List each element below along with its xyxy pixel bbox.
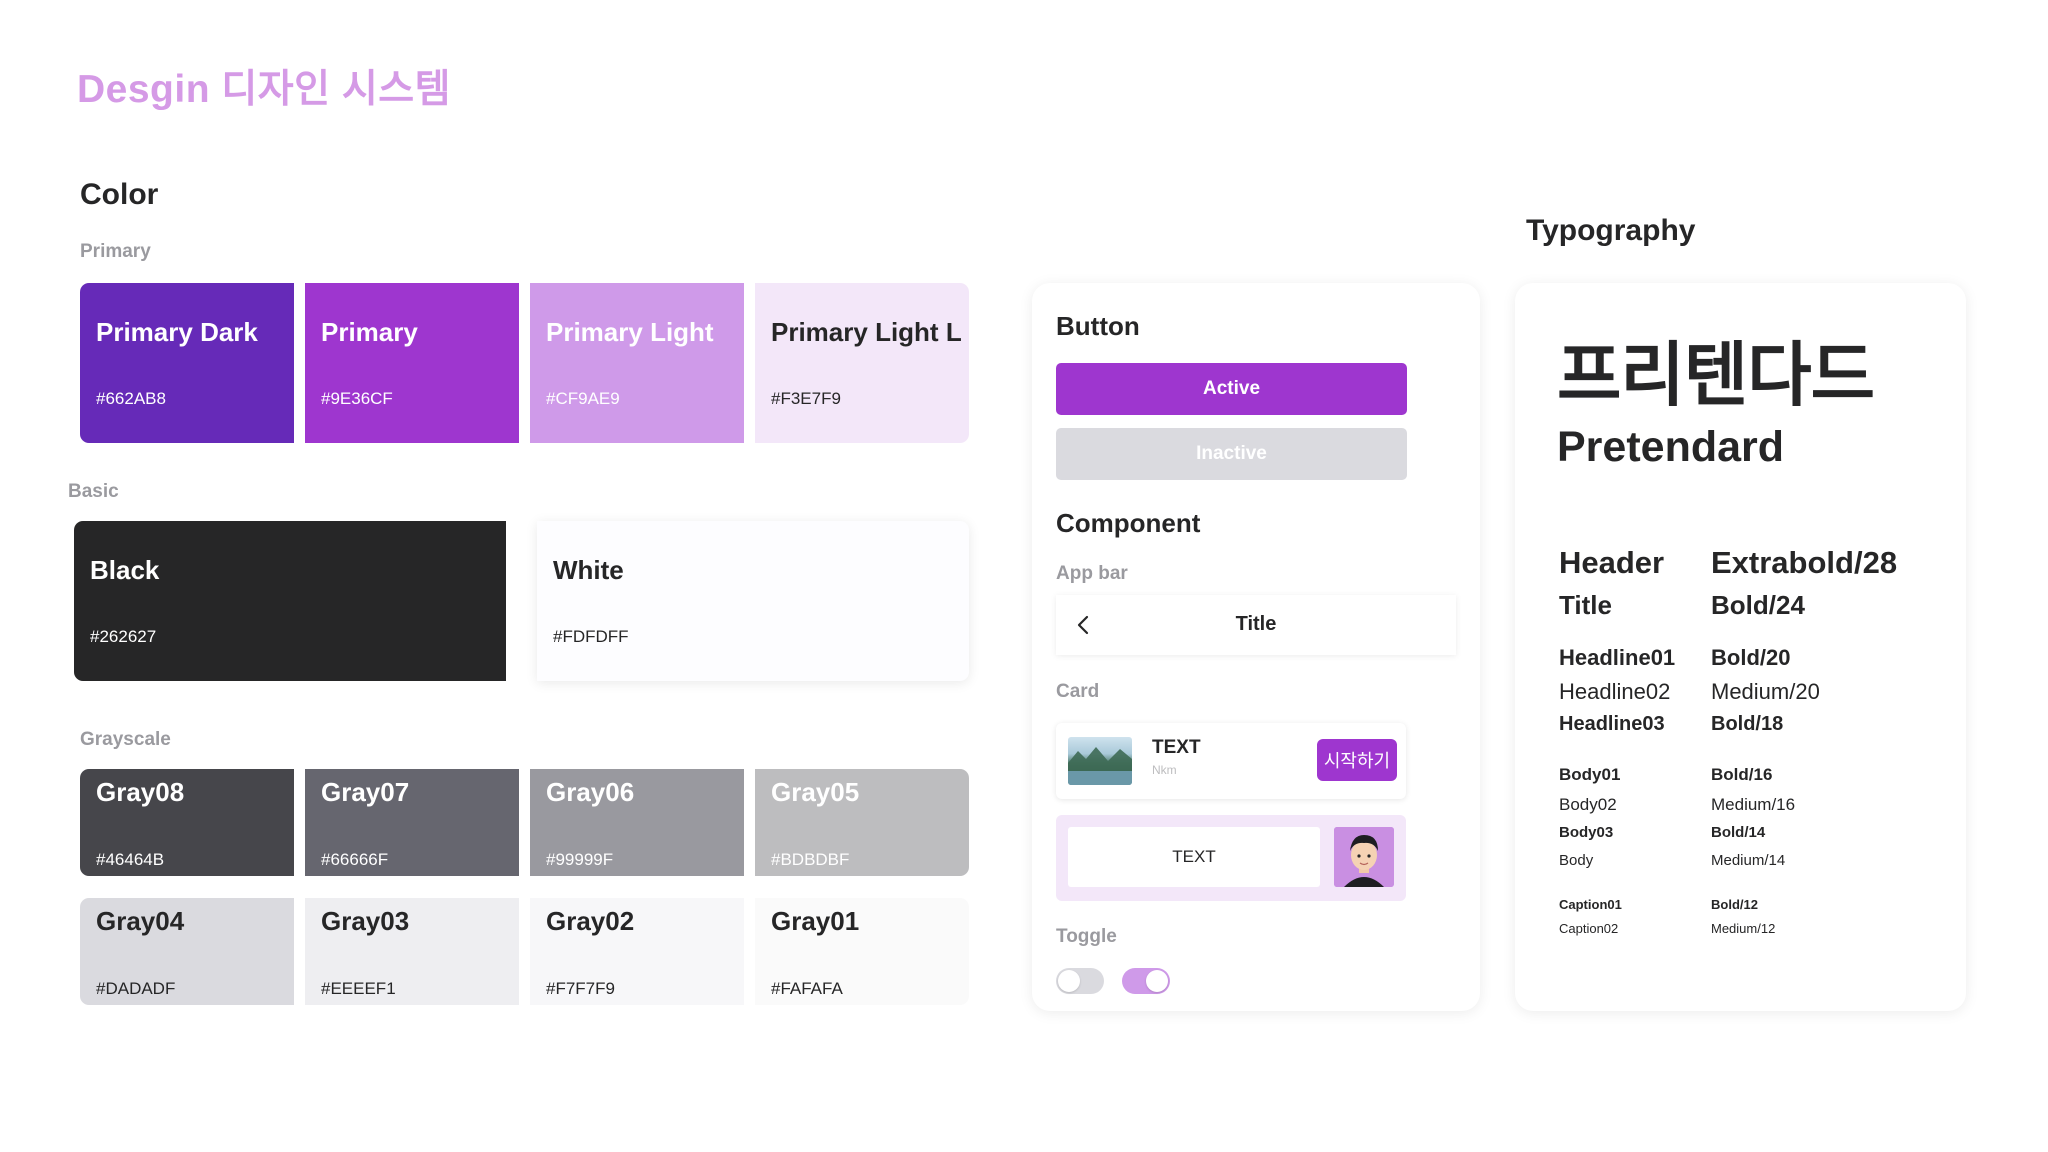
component-title: Component xyxy=(1056,508,1201,538)
card-text: TEXT xyxy=(1172,847,1216,866)
swatch-primary: Primary #9E36CF xyxy=(305,283,519,443)
typo-body03-spec: Bold/14 xyxy=(1711,824,1766,841)
typo-title-name: Title xyxy=(1559,590,1612,620)
swatch-hex: #662AB8 xyxy=(96,389,166,408)
landscape-thumbnail xyxy=(1068,737,1132,785)
typo-caption02-spec: Medium/12 xyxy=(1711,921,1776,936)
swatch-gray04: Gray04 #DADADF xyxy=(80,898,294,1005)
typo-caption01-name: Caption01 xyxy=(1559,897,1622,912)
toggle-off[interactable] xyxy=(1056,968,1104,994)
card-title: TEXT xyxy=(1152,737,1201,758)
swatch-primary-light-l: Primary Light L #F3E7F9 xyxy=(755,283,969,443)
typo-headline03-name: Headline03 xyxy=(1559,713,1665,735)
typo-headline03-spec: Bold/18 xyxy=(1711,713,1784,735)
avatar xyxy=(1334,827,1394,887)
toggle-label: Toggle xyxy=(1056,926,1117,947)
grayscale-label: Grayscale xyxy=(80,729,171,750)
swatch-white: White #FDFDFF xyxy=(537,521,969,681)
typo-header-name: Header xyxy=(1559,545,1665,580)
swatch-black: Black #262627 xyxy=(74,521,506,681)
swatch-gray05: Gray05 #BDBDBF xyxy=(755,769,969,876)
font-name-korean: 프리텐다드 xyxy=(1557,336,1875,414)
swatch-gray02: Gray02 #F7F7F9 xyxy=(530,898,744,1005)
active-button[interactable]: Active xyxy=(1056,363,1407,415)
swatch-hex: #FAFAFA xyxy=(771,979,843,998)
swatch-gray03: Gray03 #EEEEF1 xyxy=(305,898,519,1005)
swatch-hex: #F3E7F9 xyxy=(771,389,841,408)
primary-label: Primary xyxy=(80,241,151,262)
toggle-on[interactable] xyxy=(1122,968,1170,994)
swatch-hex: #99999F xyxy=(546,850,614,869)
components-panel: Button Active Inactive Component App bar… xyxy=(1032,283,1480,1011)
swatch-hex: #DADADF xyxy=(96,979,176,998)
swatch-hex: #CF9AE9 xyxy=(546,389,620,408)
swatch-name: Gray02 xyxy=(546,906,635,936)
swatch-name: White xyxy=(553,555,624,585)
typography-panel: 프리텐다드 Pretendard Header Extrabold/28 Tit… xyxy=(1515,283,1966,1011)
swatch-name: Gray08 xyxy=(96,777,185,807)
typo-body-name: Body xyxy=(1559,852,1594,869)
swatch-name: Black xyxy=(90,555,160,585)
typo-headline01-spec: Bold/20 xyxy=(1711,645,1791,670)
swatch-hex: #262627 xyxy=(90,627,157,646)
page-title: Desgin 디자인 시스템 xyxy=(77,68,451,111)
swatch-hex: #EEEEF1 xyxy=(321,979,396,998)
button-title: Button xyxy=(1056,311,1140,341)
swatch-hex: #F7F7F9 xyxy=(546,979,615,998)
swatch-name: Gray04 xyxy=(96,906,185,936)
typo-body01-spec: Bold/16 xyxy=(1711,765,1773,784)
typo-caption01-spec: Bold/12 xyxy=(1711,897,1758,912)
swatch-name: Primary Light xyxy=(546,317,714,347)
start-button[interactable]: 시작하기 xyxy=(1317,739,1397,781)
typo-body03-name: Body03 xyxy=(1559,824,1614,841)
chevron-left-icon[interactable] xyxy=(1074,613,1094,637)
swatch-primary-dark: Primary Dark #662AB8 xyxy=(80,283,294,443)
card-item[interactable]: TEXT Nkm 시작하기 xyxy=(1056,723,1406,799)
card-label: Card xyxy=(1056,681,1100,702)
swatch-hex: #66666F xyxy=(321,850,389,869)
toggle-knob xyxy=(1058,970,1080,992)
swatch-hex: #9E36CF xyxy=(321,389,393,408)
typo-headline02-name: Headline02 xyxy=(1559,679,1671,704)
inactive-button[interactable]: Inactive xyxy=(1056,428,1407,480)
typo-header-spec: Extrabold/28 xyxy=(1711,545,1898,580)
typography-title: Typography xyxy=(1526,214,1696,247)
swatch-gray01: Gray01 #FAFAFA xyxy=(755,898,969,1005)
swatch-name: Primary Dark xyxy=(96,317,258,347)
swatch-hex: #46464B xyxy=(96,850,165,869)
swatch-name: Gray06 xyxy=(546,777,635,807)
typo-caption02-name: Caption02 xyxy=(1559,921,1619,936)
app-bar-title: Title xyxy=(1235,613,1277,635)
appbar-label: App bar xyxy=(1056,563,1128,584)
typo-title-spec: Bold/24 xyxy=(1711,590,1805,620)
swatch-hex: #BDBDBF xyxy=(771,850,850,869)
color-section-title: Color xyxy=(80,178,159,211)
app-bar: Title xyxy=(1056,595,1456,655)
swatch-gray06: Gray06 #99999F xyxy=(530,769,744,876)
swatch-gray07: Gray07 #66666F xyxy=(305,769,519,876)
typo-body02-name: Body02 xyxy=(1559,795,1617,814)
card-item[interactable]: TEXT xyxy=(1056,815,1406,901)
swatch-name: Primary xyxy=(321,317,418,347)
typo-headline02-spec: Medium/20 xyxy=(1711,679,1820,704)
swatch-name: Gray07 xyxy=(321,777,410,807)
basic-label: Basic xyxy=(68,481,119,502)
card-text-box: TEXT xyxy=(1068,827,1320,887)
toggle-knob xyxy=(1146,970,1168,992)
typo-body02-spec: Medium/16 xyxy=(1711,795,1796,814)
card-subtitle: Nkm xyxy=(1152,763,1177,777)
swatch-primary-light: Primary Light #CF9AE9 xyxy=(530,283,744,443)
swatch-name: Gray05 xyxy=(771,777,860,807)
swatch-name: Primary Light L xyxy=(771,317,962,347)
typo-body-spec: Medium/14 xyxy=(1711,852,1786,869)
swatch-hex: #FDFDFF xyxy=(553,627,629,646)
swatch-name: Gray01 xyxy=(771,906,860,936)
typo-body01-name: Body01 xyxy=(1559,765,1621,784)
swatch-gray08: Gray08 #46464B xyxy=(80,769,294,876)
typo-headline01-name: Headline01 xyxy=(1559,645,1676,670)
font-name-english: Pretendard xyxy=(1557,423,1785,471)
swatch-name: Gray03 xyxy=(321,906,410,936)
